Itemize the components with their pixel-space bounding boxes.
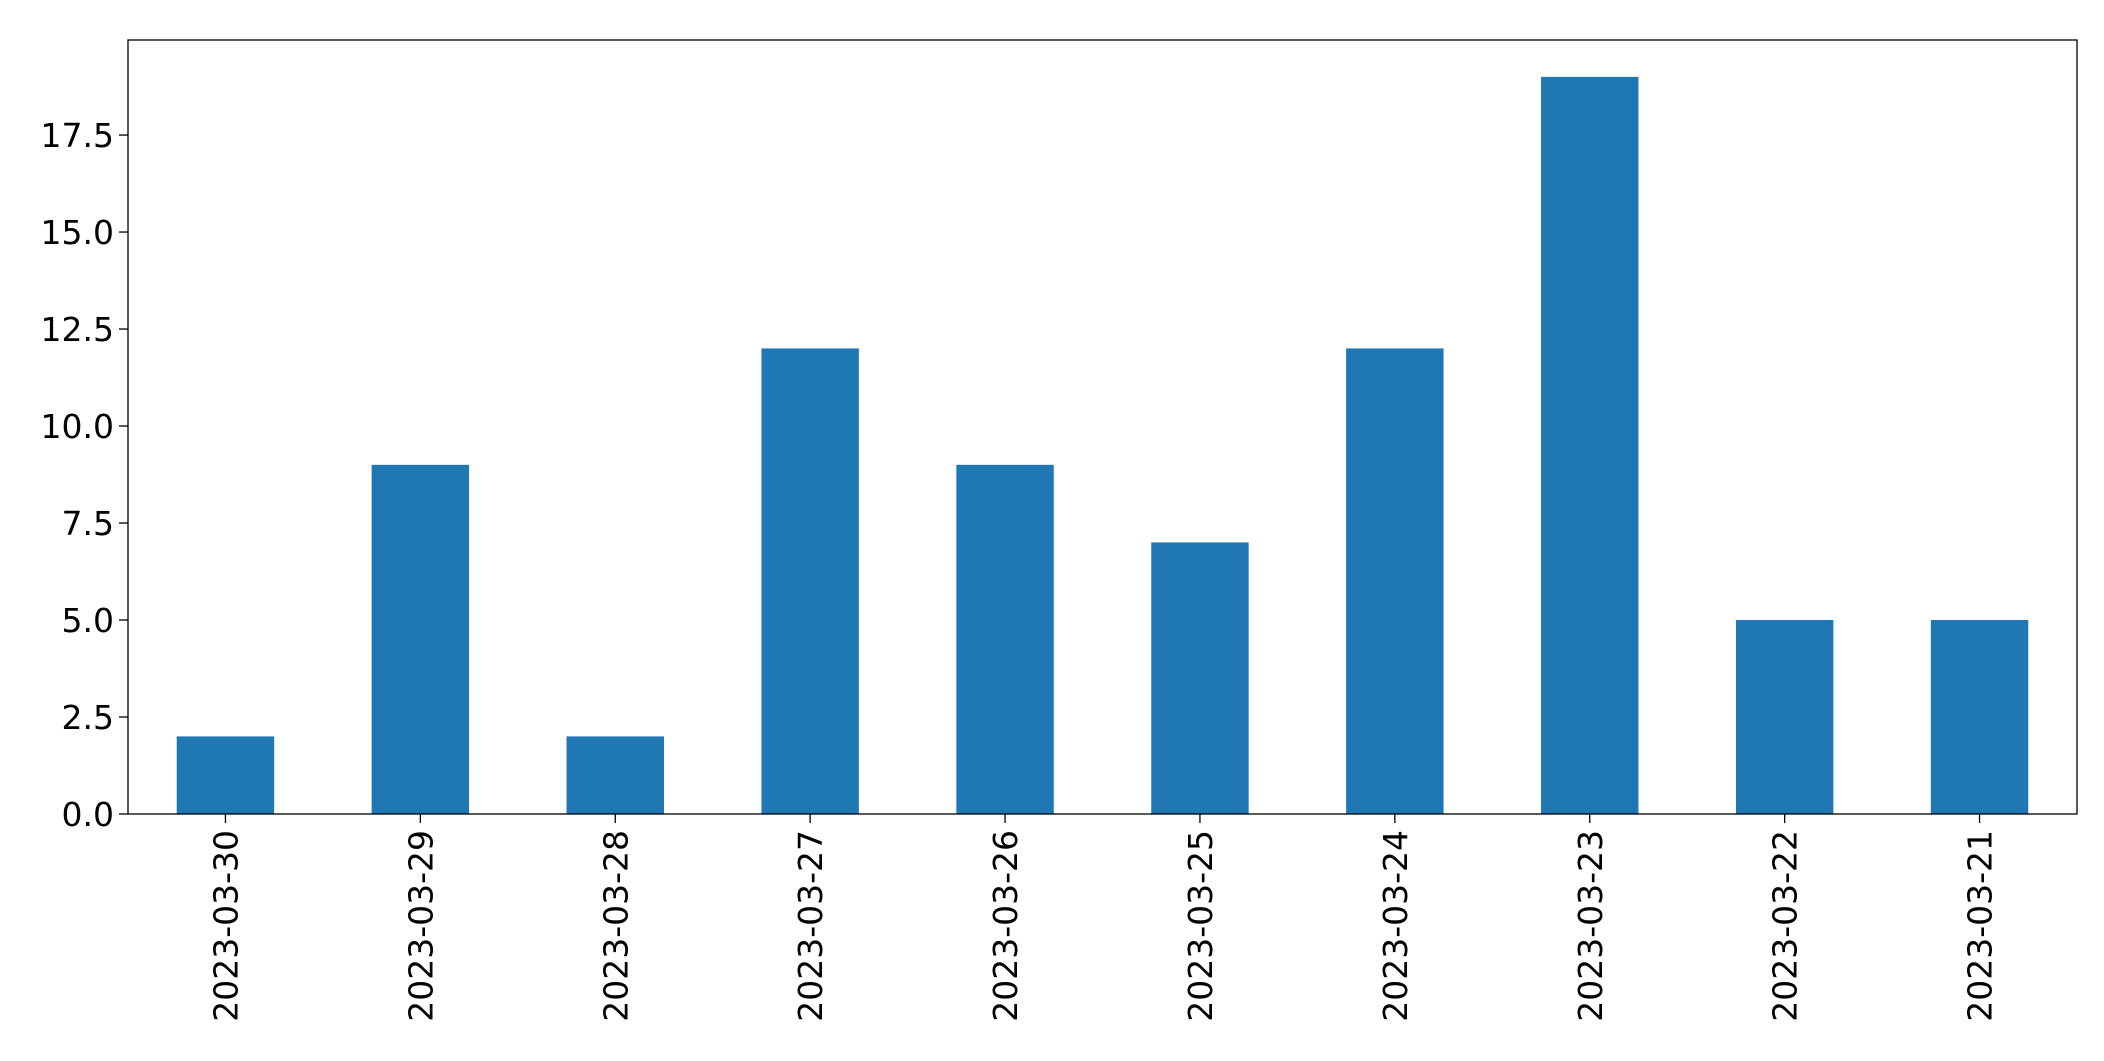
y-tick-label: 17.5: [41, 116, 114, 155]
y-tick-label: 12.5: [41, 310, 114, 349]
x-tick-label: 2023-03-24: [1376, 830, 1415, 1022]
x-tick-label: 2023-03-28: [596, 830, 635, 1022]
x-tick-label: 2023-03-30: [206, 830, 245, 1022]
bar-2023-03-27: [761, 348, 859, 814]
x-tick-label: 2023-03-23: [1571, 830, 1610, 1022]
bar-2023-03-26: [956, 464, 1054, 814]
bar-2023-03-25: [1151, 542, 1249, 814]
x-tick-label: 2023-03-22: [1766, 830, 1805, 1022]
bar-2023-03-30: [176, 736, 275, 814]
y-tick-label: 7.5: [62, 504, 114, 543]
y-tick-label: 2.5: [62, 698, 114, 737]
y-tick-label: 15.0: [41, 213, 114, 252]
bar-2023-03-28: [566, 736, 664, 814]
bar-2023-03-29: [371, 464, 470, 814]
x-tick-label: 2023-03-25: [1181, 830, 1220, 1022]
bar-2023-03-24: [1346, 348, 1444, 814]
x-tick-label: 2023-03-26: [986, 830, 1025, 1022]
x-tick-label: 2023-03-29: [401, 830, 440, 1022]
bar-2023-03-22: [1735, 620, 1834, 814]
y-tick-label: 10.0: [41, 407, 114, 446]
bars-group: [176, 76, 2029, 815]
x-tick-label: 2023-03-21: [1961, 830, 2000, 1022]
y-axis: 0.0 2.5 5.0 7.5 10.0 12.5 15.0 17.5: [41, 116, 128, 834]
bar-2023-03-21: [1930, 620, 2029, 814]
y-tick-label: 5.0: [62, 601, 114, 640]
y-tick-label: 0.0: [62, 795, 114, 834]
x-axis: 2023-03-30 2023-03-29 2023-03-28 2023-03-27…: [206, 814, 2000, 1022]
plot-frame: [127, 39, 2078, 815]
x-tick-label: 2023-03-27: [791, 830, 830, 1022]
bar-2023-03-23: [1541, 76, 1639, 815]
